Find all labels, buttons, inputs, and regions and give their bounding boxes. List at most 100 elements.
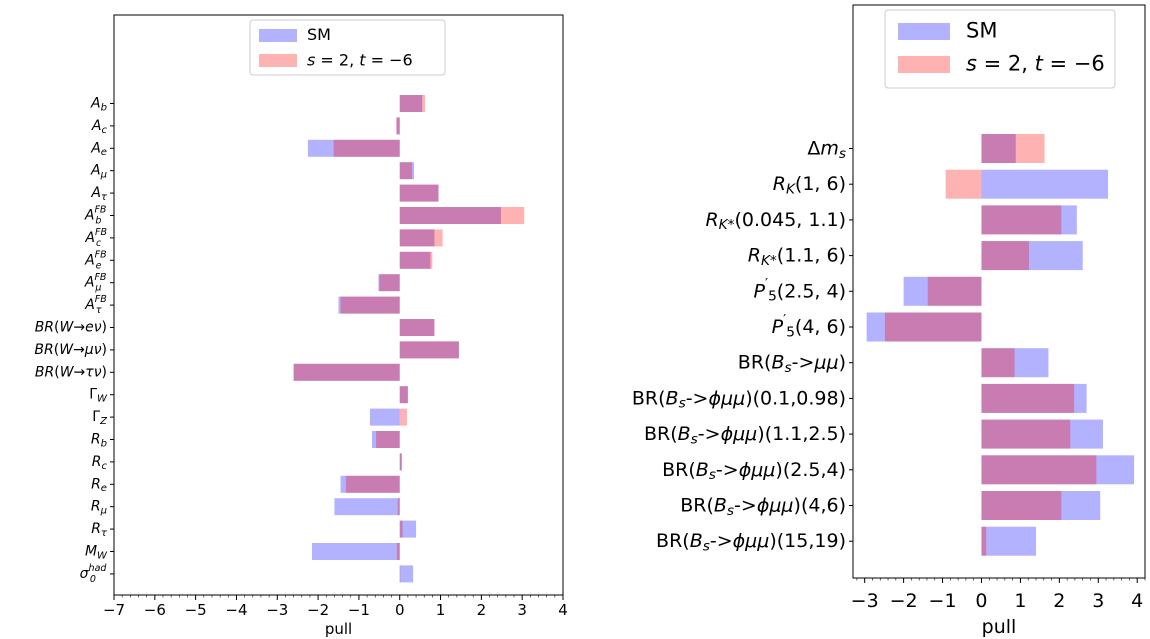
- y-tick-label: Rb​: [91, 432, 107, 450]
- y-tick-label: Ae​: [90, 140, 107, 158]
- x-tick-label: 2: [477, 601, 487, 619]
- bar-sm-1: [981, 169, 1109, 199]
- bar-sm-3: [981, 241, 1083, 271]
- bar-np-1: [396, 117, 400, 135]
- bar-np-11: [399, 341, 459, 359]
- bar-sm-5: [399, 207, 501, 224]
- legend-swatch: [259, 54, 297, 67]
- bar-sm-11: [399, 341, 459, 359]
- bar-np-7: [399, 251, 433, 269]
- bar-sm-12: [293, 363, 400, 381]
- bar-np-0: [399, 95, 426, 112]
- bar-sm-17: [340, 475, 400, 493]
- bar-sm-0: [399, 95, 423, 112]
- bar-sm-6: [981, 348, 1049, 378]
- bar-sm-3: [399, 162, 415, 180]
- y-tick-label: Ab​: [90, 96, 107, 114]
- x-tick-label: −2: [307, 601, 329, 619]
- y-tick-label: BR(Bs->ϕμμ)(1.1,2.5): [644, 423, 846, 448]
- y-tick-label: Re​: [91, 476, 107, 494]
- x-tick-label: 2: [1053, 590, 1065, 612]
- y-tick-label: RK*(0.045, 1.1): [705, 208, 846, 233]
- electroweak-pull-chart: Ab​ Ac​ Ae​ Aμ​ Aτ​AFBb​AFBc​AFBe​AFBμ​AFBτ​…: [34, 14, 568, 638]
- x-tick-label: −1: [929, 590, 957, 612]
- bar-np-8: [981, 419, 1071, 449]
- bar-np-15: [376, 431, 400, 448]
- bar-sm-2: [307, 139, 400, 157]
- bar-sm-0: [981, 134, 1016, 163]
- bar-np-6: [981, 348, 1015, 378]
- bar-sm-8: [981, 419, 1103, 449]
- bar-np-11: [981, 526, 987, 556]
- x-tick-label: −3: [851, 590, 879, 612]
- bar-np-2: [981, 205, 1062, 235]
- bar-np-18: [397, 498, 400, 516]
- bar-np-5: [399, 207, 525, 224]
- y-tick-label: Aμ​: [90, 163, 107, 181]
- y-tick-label: BR(W→μν): [34, 342, 107, 358]
- legend-swatch: [898, 56, 950, 73]
- y-tick-label: RK(1, 6): [773, 173, 846, 198]
- bar-np-16: [399, 453, 402, 471]
- legend-swatch: [259, 29, 297, 42]
- x-tick-label: −5: [185, 601, 207, 619]
- bar-sm-15: [371, 431, 400, 448]
- bar-sm-19: [399, 520, 417, 538]
- legend-label: s = 2, t = −6: [307, 50, 413, 69]
- x-tick-label: 1: [436, 601, 446, 619]
- x-tick-label: −6: [144, 601, 166, 619]
- legend-swatch: [898, 23, 950, 40]
- flavour-pull-chart: Δms​ RK(1, 6) RK*(0.045, 1.1) RK*(1.1, 6) P′…: [632, 4, 1146, 638]
- legend-box: [249, 19, 446, 76]
- bar-np-10: [981, 491, 1062, 520]
- bar-sm-6: [399, 229, 435, 247]
- y-tick-label: BR(W→eν): [35, 320, 107, 336]
- y-tick-label: BR(Bs->ϕμμ)(15,19): [656, 530, 846, 555]
- y-tick-label: MW​: [85, 544, 108, 562]
- legend-label: SM: [307, 25, 331, 44]
- bar-np-14: [399, 408, 408, 426]
- bar-sm-11: [981, 526, 1036, 556]
- bar-np-12: [293, 363, 400, 381]
- bar-sm-10: [981, 491, 1101, 520]
- bar-np-20: [396, 543, 400, 560]
- bar-sm-9: [338, 296, 400, 314]
- bar-np-5: [884, 312, 982, 342]
- x-tick-label: −3: [266, 601, 288, 619]
- y-tick-label: ΓW​: [89, 387, 108, 405]
- bar-np-4: [399, 184, 439, 202]
- x-tick-label: 4: [558, 601, 568, 619]
- bar-np-1: [945, 169, 982, 199]
- bar-sm-7: [981, 383, 1087, 413]
- bar-sm-10: [399, 319, 435, 336]
- bar-sm-5: [866, 312, 982, 342]
- bar-np-3: [399, 162, 412, 180]
- legend-label: SM: [966, 19, 997, 43]
- bar-sm-8: [378, 274, 400, 292]
- y-tick-label: Rc​: [92, 454, 108, 472]
- x-tick-label: 0: [975, 590, 987, 612]
- bar-sm-16: [399, 453, 402, 471]
- bar-np-2: [333, 139, 400, 157]
- bar-sm-4: [903, 276, 982, 306]
- bar-np-6: [399, 229, 443, 247]
- x-tick-label: 3: [1092, 590, 1104, 612]
- x-axis-label: pull: [982, 616, 1017, 638]
- bar-np-9: [340, 296, 400, 314]
- bar-np-9: [981, 455, 1097, 485]
- y-tick-label: BR(W→τν): [35, 364, 107, 380]
- x-tick-label: 1: [1014, 590, 1026, 612]
- bar-np-4: [927, 276, 982, 306]
- y-tick-label: BR(Bs->ϕμμ)(2.5,4): [662, 458, 846, 483]
- y-tick-label: BR(Bs->ϕμμ)(4,6): [680, 494, 846, 519]
- y-tick-label: P′5(4, 6): [772, 312, 846, 341]
- bar-sm-9: [981, 455, 1135, 485]
- legend-box: [884, 9, 1116, 89]
- legend-label: s = 2, t = −6: [966, 52, 1105, 76]
